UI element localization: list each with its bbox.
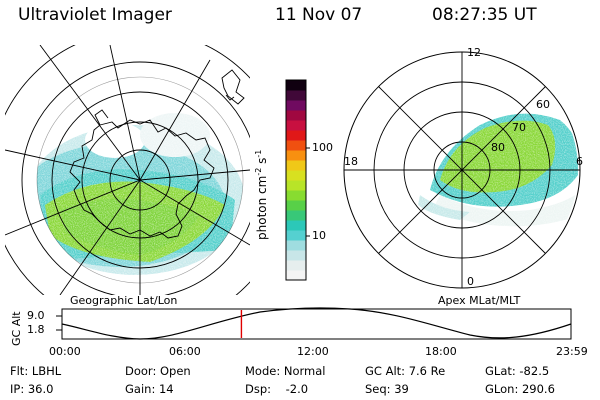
colorbar-segment [286, 220, 306, 231]
colorbar-segment [286, 190, 306, 201]
timeline-xtick-1800: 18:00 [425, 345, 457, 358]
mlt-label-18: 18 [344, 155, 358, 168]
info-dsp: Dsp: -2.0 [245, 382, 309, 396]
colorbar-segment [286, 150, 306, 161]
info-door: Door: Open [125, 364, 191, 378]
geographic-map [5, 45, 250, 295]
colorbar-segment [286, 270, 306, 281]
timeline-xtick-0000: 00:00 [49, 345, 81, 358]
info-flt: Flt: LBHL [10, 364, 62, 378]
timeline-ytick-9: 9.0 [27, 309, 45, 322]
colorbar-unit-exp1: -2 [254, 167, 263, 176]
orbit-timeline [56, 307, 572, 340]
info-glon: GLon: 290.6 [485, 382, 555, 396]
colorbar-segment [286, 210, 306, 221]
colorbar-segment [286, 250, 306, 261]
mlt-label-6: 6 [576, 155, 583, 168]
info-glat: GLat: -82.5 [485, 364, 550, 378]
right-map-caption: Apex MLat/MLT [438, 294, 521, 307]
mlat-label-60: 60 [536, 98, 550, 111]
colorbar-unit-label: photon cm-2 s-1 [254, 150, 269, 240]
colorbar [285, 79, 310, 281]
colorbar-segment [286, 140, 306, 151]
colorbar-tick-100: 100 [312, 141, 333, 154]
colorbar-unit-base: photon cm [255, 175, 269, 240]
mlat-label-70: 70 [512, 121, 526, 134]
info-gain: Gain: 14 [125, 382, 174, 396]
colorbar-segment [286, 100, 306, 111]
colorbar-segment [286, 170, 306, 181]
info-gc-alt: GC Alt: 7.6 Re [365, 364, 446, 378]
colorbar-frame [285, 79, 307, 281]
altitude-curve [61, 307, 572, 340]
timeline-ytick-1_8: 1.8 [27, 323, 45, 336]
left-aurora-image [37, 77, 243, 283]
colorbar-segment [286, 200, 306, 211]
apex-map [343, 51, 581, 289]
colorbar-segment [286, 180, 306, 191]
mlat-label-80: 80 [491, 141, 505, 154]
colorbar-segment [286, 130, 306, 141]
colorbar-tick-10: 10 [312, 229, 326, 242]
timeline-xtick-0600: 06:00 [169, 345, 201, 358]
app-title: Ultraviolet Imager [18, 5, 172, 25]
timeline-ylabel: GC Alt [10, 311, 23, 346]
coastline [69, 119, 215, 239]
colorbar-unit-s: s [255, 157, 269, 164]
colorbar-segment [286, 110, 306, 121]
date-label: 11 Nov 07 [275, 5, 363, 25]
info-ip: IP: 36.0 [10, 382, 54, 396]
colorbar-segment [286, 90, 306, 101]
time-label: 08:27:35 UT [432, 5, 537, 25]
timeline-xtick-2359: 23:59 [556, 345, 588, 358]
timeline-xtick-1200: 12:00 [297, 345, 329, 358]
colorbar-segment [286, 260, 306, 271]
left-map-caption: Geographic Lat/Lon [70, 294, 178, 307]
colorbar-unit-exp2: -1 [254, 149, 263, 158]
info-seq: Seq: 39 [365, 382, 409, 396]
info-mode: Mode: Normal [245, 364, 326, 378]
colorbar-segment [286, 80, 306, 91]
colorbar-segment [286, 240, 306, 251]
mlt-label-12: 12 [467, 46, 481, 59]
colorbar-segment [286, 160, 306, 171]
colorbar-segment [286, 230, 306, 241]
colorbar-segment [286, 120, 306, 131]
mlt-label-0: 0 [467, 275, 474, 288]
